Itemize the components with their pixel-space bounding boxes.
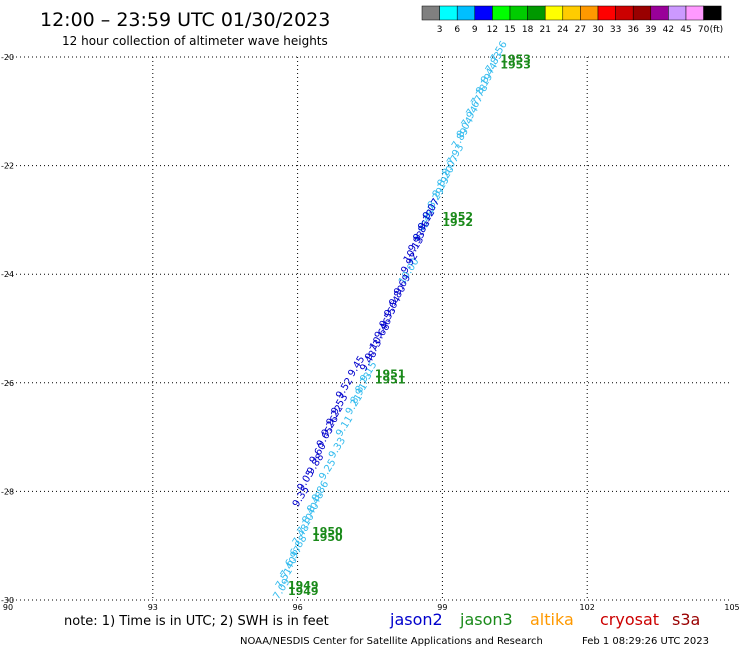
- colorbar-label: 18: [522, 25, 534, 35]
- colorbar-label: 30: [592, 25, 604, 35]
- mission-label-altika: altika: [530, 610, 574, 629]
- y-tick-label: -30: [1, 596, 14, 605]
- colorbar-swatch: [492, 5, 511, 21]
- colorbar-swatch: [703, 5, 722, 21]
- time-label: 1953: [500, 52, 531, 65]
- y-tick-label: -24: [1, 270, 14, 279]
- colorbar-swatch: [668, 5, 687, 21]
- y-tick-label: -26: [1, 379, 14, 388]
- time-label: 1953: [500, 58, 531, 71]
- colorbar-label: 42: [663, 25, 674, 35]
- footer-note: note: 1) Time is in UTC; 2) SWH is in fe…: [64, 614, 329, 629]
- x-tick-label: 102: [580, 603, 595, 612]
- colorbar-swatch: [632, 5, 652, 21]
- time-label: 1949: [288, 585, 319, 598]
- colorbar-swatch: [421, 5, 440, 21]
- y-tick-label: -20: [1, 53, 14, 62]
- colorbar-label: 21: [539, 25, 550, 35]
- colorbar-label: 27: [575, 25, 586, 35]
- x-tick-label: 90: [3, 603, 13, 612]
- mission-label-jason3: jason3: [459, 610, 513, 629]
- colorbar-label: 45: [680, 25, 691, 35]
- colorbar-label: 3: [437, 25, 443, 35]
- colorbar-label: 70: [698, 25, 710, 35]
- colorbar-swatch: [650, 5, 669, 21]
- y-tick-label: -22: [1, 162, 14, 171]
- colorbar-label: 9: [472, 25, 478, 35]
- colorbar-swatch: [685, 5, 704, 21]
- colorbar-unit: (ft): [710, 25, 724, 35]
- chart-subtitle: 12 hour collection of altimeter wave hei…: [62, 34, 328, 48]
- colorbar-label: 24: [557, 25, 569, 35]
- colorbar-swatch: [527, 5, 546, 21]
- time-label: 1951: [375, 373, 406, 386]
- time-label: 1952: [442, 210, 473, 223]
- y-tick-label: -28: [1, 487, 14, 496]
- colorbar-swatch: [544, 5, 564, 21]
- mission-label-jason2: jason2: [389, 610, 443, 629]
- mission-label-s3a: s3a: [672, 610, 700, 629]
- x-tick-label: 105: [724, 603, 739, 612]
- mission-legend: jason2 jason3 altika cryosat s3a: [389, 610, 700, 629]
- footer-timestamp: Feb 1 08:29:26 UTC 2023: [582, 636, 709, 647]
- colorbar-label: 39: [645, 25, 657, 35]
- colorbar-label: 15: [504, 25, 515, 35]
- colorbar-swatch: [456, 5, 476, 21]
- x-tick-label: 99: [437, 603, 447, 612]
- chart-title: 12:00 – 23:59 UTC 01/30/2023: [40, 9, 330, 31]
- colorbar-legend: 3 6 9 12 15 18 21 24 27 30 33 36 39 42 45 70 (ft): [421, 5, 724, 35]
- time-label: 1951: [375, 367, 406, 380]
- time-label: 1950: [312, 531, 343, 544]
- colorbar-swatch: [597, 5, 616, 21]
- colorbar-swatch: [439, 5, 458, 21]
- colorbar-label: 12: [487, 25, 498, 35]
- colorbar-swatch: [562, 5, 581, 21]
- x-tick-label: 93: [148, 603, 158, 612]
- colorbar-label: 6: [454, 25, 460, 35]
- x-tick-label: 96: [293, 603, 303, 612]
- colorbar-swatch: [615, 5, 634, 21]
- colorbar-label: 36: [627, 25, 639, 35]
- colorbar-swatch: [509, 5, 528, 21]
- time-label: 1950: [312, 525, 343, 538]
- colorbar-swatch: [474, 5, 493, 21]
- mission-label-cryosat: cryosat: [600, 610, 659, 629]
- time-label: 1952: [442, 216, 473, 229]
- colorbar-label: 33: [610, 25, 621, 35]
- time-label: 1949: [288, 579, 319, 592]
- footer-credit: NOAA/NESDIS Center for Satellite Applica…: [240, 636, 543, 647]
- colorbar-swatch: [580, 5, 599, 21]
- plot-area: 90 93 96 99 102 105-20-22-24-26-28-30 7.097.51…: [1, 39, 740, 612]
